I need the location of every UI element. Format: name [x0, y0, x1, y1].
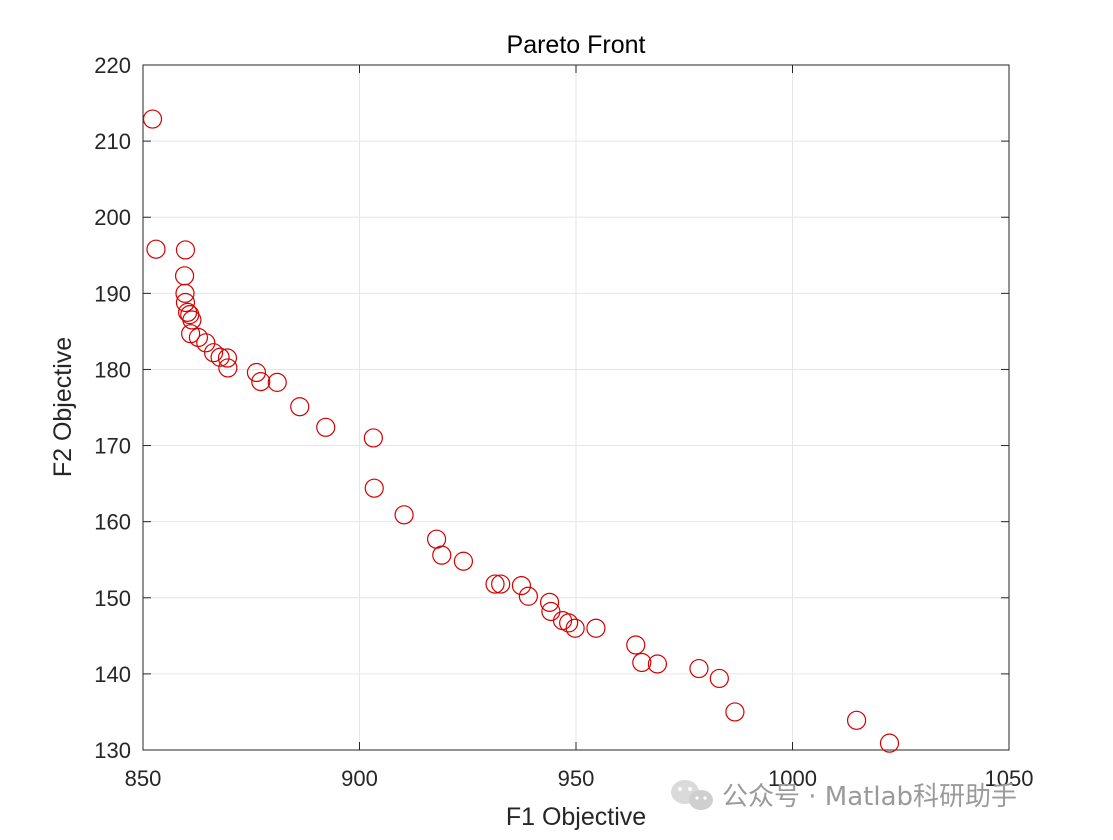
y-tick-label: 210 — [94, 129, 131, 154]
data-point — [879, 733, 900, 753]
y-tick-labels: 130 140 150 160 170 180 190 200 210 220 — [94, 53, 131, 763]
data-point — [142, 109, 163, 129]
data-point — [626, 635, 646, 655]
data-point — [290, 397, 310, 417]
data-point — [217, 348, 238, 368]
y-tick-label: 150 — [94, 586, 131, 611]
y-tick-label: 140 — [94, 662, 131, 687]
data-point — [432, 545, 452, 565]
data-point — [175, 240, 196, 260]
y-tick-label: 170 — [94, 434, 131, 459]
data-point — [647, 654, 668, 674]
y-tick-label: 200 — [94, 205, 131, 230]
x-tick-label: 850 — [125, 766, 162, 791]
data-point — [511, 575, 532, 596]
x-tick-label: 900 — [341, 766, 378, 791]
grid-lines — [143, 65, 1009, 750]
y-tick-label: 190 — [94, 281, 131, 306]
data-point — [203, 343, 224, 363]
data-point — [559, 613, 579, 633]
chart-title: Pareto Front — [507, 31, 646, 59]
data-point — [196, 333, 216, 353]
data-points — [142, 109, 900, 753]
data-point — [364, 478, 384, 498]
y-tick-label: 180 — [94, 357, 131, 382]
x-tick-label: 950 — [558, 766, 595, 791]
data-point — [394, 505, 414, 525]
data-point — [251, 372, 271, 392]
wechat-icon — [671, 780, 713, 810]
y-tick-label: 130 — [94, 738, 131, 763]
data-point — [316, 417, 336, 437]
data-point — [267, 372, 287, 392]
data-point — [565, 618, 585, 638]
y-axis-title: F2 Objective — [49, 337, 77, 477]
data-point — [175, 283, 195, 303]
tick-marks — [142, 64, 1010, 751]
data-point — [539, 592, 560, 612]
data-point — [182, 310, 202, 330]
data-point — [632, 652, 652, 673]
x-tick-label: 1000 — [768, 766, 817, 791]
data-point — [175, 292, 196, 313]
x-tick-labels: 850 900 950 1000 1050 — [125, 766, 1034, 791]
y-tick-label: 160 — [94, 510, 131, 535]
data-point — [491, 574, 511, 594]
data-point — [246, 362, 267, 383]
data-point — [453, 551, 474, 571]
data-point — [363, 428, 383, 448]
data-point — [846, 710, 867, 730]
x-axis-title: F1 Objective — [506, 803, 646, 831]
data-point — [146, 239, 166, 259]
x-tick-label: 1050 — [985, 766, 1034, 791]
data-point — [725, 702, 745, 722]
data-point — [586, 618, 606, 638]
watermark-text: 公众号 · Matlab科研助手 — [722, 782, 1017, 812]
data-point — [210, 347, 230, 367]
data-point — [188, 327, 209, 348]
data-point — [689, 658, 709, 679]
data-point — [485, 574, 505, 594]
data-point — [709, 668, 729, 689]
data-point — [518, 586, 538, 606]
watermark: 公众号 · Matlab科研助手 — [671, 780, 1017, 812]
y-tick-label: 220 — [94, 53, 131, 78]
data-point — [218, 358, 238, 378]
